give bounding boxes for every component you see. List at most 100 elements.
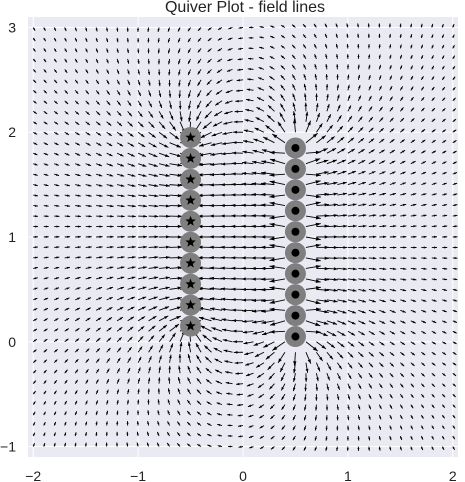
field-arrow-head xyxy=(74,400,78,404)
field-arrow-head xyxy=(35,246,38,249)
field-arrow-head xyxy=(443,352,447,355)
field-arrow-head xyxy=(452,55,455,59)
field-arrow-head xyxy=(99,184,103,187)
field-arrow-head xyxy=(362,203,367,207)
field-arrow-head xyxy=(349,364,353,369)
field-arrow-head xyxy=(410,23,413,27)
field-arrow-head xyxy=(118,123,122,127)
field-arrow-head xyxy=(220,235,225,239)
field-arrow-head xyxy=(304,378,308,382)
field-arrow-head xyxy=(64,390,67,394)
field-arrow-head xyxy=(95,421,98,425)
field-arrow-head xyxy=(444,214,448,217)
field-arrow-head xyxy=(147,421,150,425)
field-arrow-head xyxy=(371,160,376,164)
field-arrow-head xyxy=(280,367,284,373)
field-arrow-head xyxy=(216,70,221,73)
field-arrow-head xyxy=(210,317,216,321)
field-arrow-head xyxy=(45,152,49,156)
star-icon xyxy=(185,257,196,268)
field-arrow-head xyxy=(197,49,201,53)
field-arrow-head xyxy=(303,24,306,27)
field-arrow-head xyxy=(205,368,210,372)
field-arrow-head xyxy=(220,224,225,228)
field-arrow-head xyxy=(99,225,103,228)
field-arrow-head xyxy=(368,427,371,431)
field-arrow-head xyxy=(371,149,375,153)
field-arrow-head xyxy=(353,224,357,228)
field-arrow-head xyxy=(392,214,397,217)
field-arrow-head xyxy=(55,163,59,166)
field-arrow-head xyxy=(212,337,217,341)
field-arrow-head xyxy=(64,442,66,446)
field-arrow-head xyxy=(147,377,151,381)
field-arrow-head xyxy=(381,331,385,335)
field-arrow-head xyxy=(372,224,377,228)
field-arrow-head xyxy=(196,400,200,404)
field-arrow-head xyxy=(187,354,191,358)
field-arrow-head xyxy=(391,160,396,164)
field-arrow-head xyxy=(233,340,237,344)
x-tick-label: 0 xyxy=(239,468,247,482)
field-arrow-head xyxy=(432,97,435,101)
field-arrow-head xyxy=(399,34,402,37)
field-arrow-head xyxy=(43,390,47,394)
field-arrow-head xyxy=(401,352,405,356)
field-arrow-head xyxy=(432,341,436,345)
field-arrow-head xyxy=(96,70,99,74)
field-arrow-head xyxy=(242,161,247,165)
field-arrow-head xyxy=(127,378,130,382)
field-arrow-head xyxy=(412,299,417,302)
field-arrow-head xyxy=(66,308,70,311)
field-arrow-head xyxy=(130,153,135,157)
field-arrow-head xyxy=(411,394,414,398)
field-arrow-head xyxy=(177,266,183,270)
field-arrow-head xyxy=(268,95,273,99)
field-arrow-head xyxy=(54,359,58,363)
field-arrow-head xyxy=(325,437,328,441)
field-arrow-head xyxy=(209,214,214,218)
field-arrow-head xyxy=(77,225,81,228)
field-arrow-head xyxy=(368,447,371,451)
field-arrow-head xyxy=(67,235,71,238)
field-arrow-head xyxy=(260,192,266,197)
field-arrow-head xyxy=(45,246,49,249)
star-icon xyxy=(185,236,196,247)
field-arrow-head xyxy=(87,153,91,156)
field-arrow-head xyxy=(127,71,130,75)
field-arrow-head xyxy=(215,380,220,384)
field-arrow-head xyxy=(411,352,415,356)
field-arrow-head xyxy=(237,58,241,61)
field-arrow-head xyxy=(34,121,37,125)
field-arrow-head xyxy=(151,325,156,330)
field-arrow-head xyxy=(391,331,396,335)
field-arrow-head xyxy=(66,277,70,280)
field-arrow-head xyxy=(158,93,162,98)
field-arrow-head xyxy=(269,180,275,185)
field-arrow-head xyxy=(292,447,296,451)
field-arrow-head xyxy=(314,417,318,421)
field-arrow-head xyxy=(338,365,342,370)
field-arrow-head xyxy=(423,256,427,260)
field-arrow-head xyxy=(304,93,307,97)
field-arrow-head xyxy=(33,339,37,342)
field-arrow-head xyxy=(242,319,247,323)
field-arrow-head xyxy=(127,81,130,85)
field-arrow-head xyxy=(357,23,360,27)
field-arrow-head xyxy=(34,204,38,207)
field-arrow-head xyxy=(247,67,251,71)
dot-icon xyxy=(291,143,300,152)
field-arrow-head xyxy=(177,214,183,218)
field-arrow-head xyxy=(225,90,230,93)
field-arrow-head xyxy=(336,396,340,401)
field-arrow-head xyxy=(132,214,136,218)
field-arrow-head xyxy=(87,297,92,300)
field-arrow-head xyxy=(329,355,333,360)
field-arrow-head xyxy=(381,138,385,142)
field-arrow-head xyxy=(410,415,413,419)
field-arrow-head xyxy=(147,399,150,403)
field-arrow-head xyxy=(153,164,158,167)
field-arrow-head xyxy=(258,67,262,70)
field-arrow-head xyxy=(220,214,225,218)
field-arrow-head xyxy=(196,389,200,393)
